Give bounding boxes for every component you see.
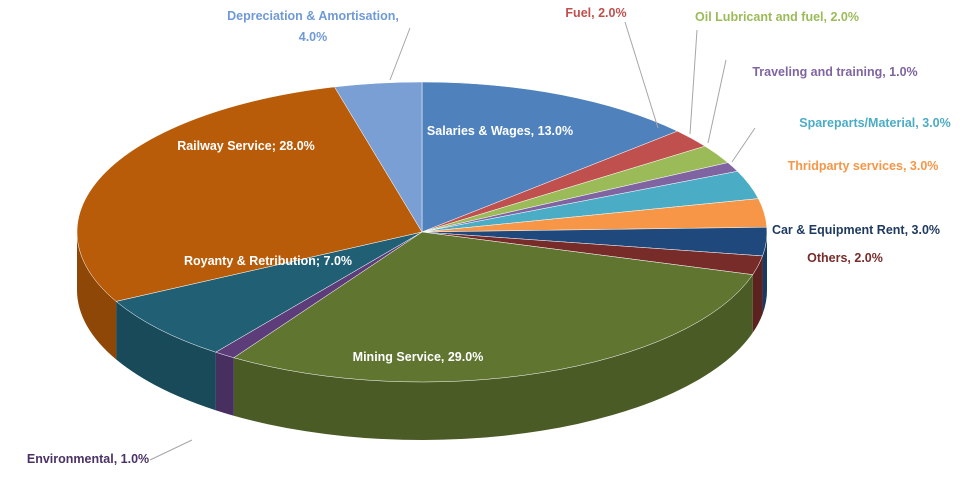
label-name: Mining Service: [353, 350, 441, 364]
label-name: Car & Equipment Rent: [772, 223, 905, 237]
data-label: Environmental, 1.0%: [27, 452, 149, 466]
data-label: Thridparty services, 3.0%: [788, 159, 939, 173]
slice: [421, 81, 679, 233]
slice-side: [762, 232, 767, 314]
label-separator: ,: [915, 116, 922, 130]
label-separator: ,: [591, 6, 598, 20]
label-value: 7.0%: [324, 254, 353, 268]
label-name: Traveling and training: [752, 65, 882, 79]
slice-side-shade: [762, 232, 767, 314]
data-label: Depreciation & Amortisation, 4.0%: [227, 9, 399, 44]
data-label: Salaries & Wages, 13.0%: [427, 124, 573, 138]
label-value: 3.0%: [912, 223, 941, 237]
data-label: Oil Lubricant and fuel, 2.0%: [695, 10, 859, 24]
label-name: Fuel: [565, 6, 591, 20]
slice: [76, 86, 423, 302]
leader-line: [624, 21, 659, 129]
label-separator: ,: [824, 10, 831, 24]
label-separator: ,: [395, 9, 398, 23]
label-name: Environmental: [27, 452, 114, 466]
data-label: Spareparts/Material, 3.0%: [799, 116, 950, 130]
slice-side: [233, 274, 753, 441]
slice: [334, 81, 423, 233]
label-value: 2.0%: [830, 10, 859, 24]
label-name: Others: [807, 251, 847, 265]
label-name: Oil Lubricant and fuel: [695, 10, 823, 24]
slice-side: [215, 352, 234, 416]
data-label: Others, 2.0%: [807, 251, 883, 265]
slice-side-shade: [752, 255, 763, 333]
label-value: 4.0%: [299, 30, 328, 44]
slice: [115, 231, 423, 353]
label-separator: ;: [272, 139, 280, 153]
data-label: Traveling and training, 1.0%: [752, 65, 917, 79]
label-separator: ,: [531, 124, 538, 138]
label-separator: ,: [903, 159, 910, 173]
label-value: 3.0%: [910, 159, 939, 173]
leader-line: [707, 59, 727, 144]
data-label: Royanty & Retribution; 7.0%: [184, 254, 352, 268]
label-name: Thridparty services: [788, 159, 903, 173]
leader-line: [149, 439, 193, 461]
label-value: 28.0%: [279, 139, 314, 153]
leader-line: [689, 29, 698, 135]
slice-side-shade: [116, 301, 216, 411]
label-separator: ,: [441, 350, 448, 364]
slice-side: [752, 255, 763, 333]
label-value: 29.0%: [448, 350, 483, 364]
slice-side: [116, 301, 216, 411]
label-name: Railway Service: [177, 139, 272, 153]
slice-side-shade: [233, 274, 753, 441]
label-value: 2.0%: [854, 251, 883, 265]
slice-side-shade: [215, 352, 234, 416]
label-separator: ;: [316, 254, 324, 268]
label-name: Spareparts/Material: [799, 116, 915, 130]
data-label: Fuel, 2.0%: [565, 6, 626, 20]
data-label: Car & Equipment Rent, 3.0%: [772, 223, 940, 237]
label-value: 13.0%: [538, 124, 573, 138]
leader-line: [731, 127, 756, 163]
slice-side-shade: [77, 232, 117, 360]
label-value: 1.0%: [121, 452, 150, 466]
label-separator: ,: [905, 223, 912, 237]
label-value: 2.0%: [598, 6, 627, 20]
label-separator: ,: [847, 251, 854, 265]
label-value: 3.0%: [922, 116, 951, 130]
slice: [233, 231, 754, 383]
leader-line: [389, 27, 411, 81]
label-name: Depreciation & Amortisation: [227, 9, 395, 23]
label-name: Royanty & Retribution: [184, 254, 316, 268]
label-value: 1.0%: [889, 65, 918, 79]
slice-side: [77, 232, 117, 360]
label-name: Salaries & Wages: [427, 124, 531, 138]
label-separator: ,: [114, 452, 121, 466]
data-label: Railway Service; 28.0%: [177, 139, 315, 153]
label-separator: ,: [882, 65, 889, 79]
data-label: Mining Service, 29.0%: [353, 350, 484, 364]
